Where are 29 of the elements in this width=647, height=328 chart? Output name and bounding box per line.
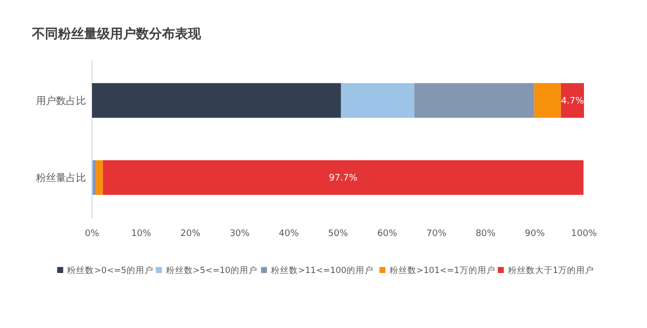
x-tick-label: 10% bbox=[131, 229, 152, 239]
x-tick-label: 70% bbox=[426, 229, 447, 239]
x-tick-label: 90% bbox=[524, 229, 546, 239]
legend-label: 粉丝数>0<=5的用户 bbox=[67, 264, 154, 276]
bar bbox=[414, 83, 534, 118]
bar bbox=[534, 83, 561, 118]
x-tick-label: 80% bbox=[476, 229, 496, 239]
bar bbox=[96, 160, 103, 195]
y-tick-label: 用户数占比 bbox=[36, 94, 86, 107]
legend-label: 粉丝数大于1万的用户 bbox=[508, 264, 594, 276]
x-tick-label: 100% bbox=[571, 229, 598, 239]
x-tick-label: 0% bbox=[84, 229, 100, 239]
legend-label: 粉丝数>101<=1万的用户 bbox=[389, 264, 496, 276]
legend-label: 粉丝数>11<=100的用户 bbox=[271, 264, 374, 276]
bar bbox=[560, 83, 584, 118]
x-tick-label: 20% bbox=[180, 229, 201, 239]
bar bbox=[102, 160, 584, 195]
y-tick-label: 粉丝量占比 bbox=[36, 172, 86, 184]
x-tick-label: 30% bbox=[230, 229, 250, 239]
bar bbox=[340, 83, 414, 118]
chart-title: 不同粉丝量级用户数分布表现 bbox=[31, 26, 202, 42]
legend-label: 粉丝数>5<=10的用户 bbox=[166, 264, 258, 276]
x-tick-label: 40% bbox=[278, 229, 300, 239]
bar bbox=[92, 160, 96, 195]
bar bbox=[92, 83, 341, 118]
data-label: 4.7% bbox=[561, 96, 584, 107]
x-tick-label: 60% bbox=[377, 229, 398, 239]
data-label: 97.7% bbox=[328, 174, 358, 184]
x-tick-label: 50% bbox=[328, 229, 348, 239]
